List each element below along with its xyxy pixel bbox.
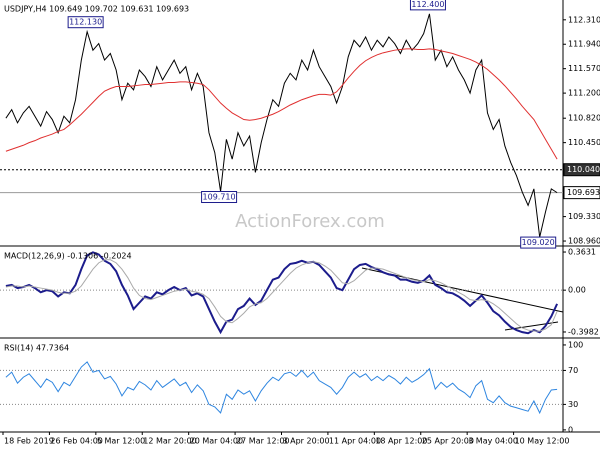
y-tick-label: 111.200 <box>568 89 600 98</box>
annotation-label: 109.710 <box>203 193 236 202</box>
indicator-line <box>5 259 558 332</box>
x-tick-label: 26 Feb 04:00 <box>50 437 102 446</box>
x-tick-label: 20 Mar 04:00 <box>190 437 243 446</box>
panel-title: USDJPY,H4 109.649 109.702 109.631 109.69… <box>4 5 189 14</box>
indicator-line <box>5 251 559 335</box>
x-tick-label: 5 Mar 12:00 <box>97 437 145 446</box>
panel-title: RSI(14) 47.7364 <box>4 344 69 353</box>
price-line <box>5 13 558 238</box>
y-tick-label: 0 <box>568 425 573 434</box>
y-tick-label: 30 <box>568 400 578 409</box>
y-tick-label: 100 <box>568 340 583 349</box>
price-level-box <box>563 163 600 177</box>
y-tick-label: 0.00 <box>568 286 586 295</box>
x-tick-label: 12 Mar 20:00 <box>143 437 196 446</box>
y-tick-label: 109.330 <box>568 212 600 221</box>
price-level-label: 110.040 <box>567 165 600 174</box>
x-tick-label: 18 Apr 12:00 <box>375 437 427 446</box>
annotation-box <box>520 236 557 249</box>
annotation-label: 112.400 <box>411 0 444 9</box>
y-tick-label: 111.570 <box>568 64 600 73</box>
y-tick-label: 70 <box>568 366 578 375</box>
indicator-line <box>5 48 558 160</box>
y-tick-label: 110.820 <box>568 114 600 123</box>
x-tick-label: 10 May 12:00 <box>515 437 570 446</box>
annotation-label: 112.130 <box>69 18 102 27</box>
annotation-box <box>67 16 104 29</box>
x-tick-label: 27 Mar 12:00 <box>236 437 289 446</box>
x-tick-label: 25 Apr 20:00 <box>422 437 474 446</box>
price-level-box <box>563 186 600 200</box>
annotation-box <box>201 191 238 204</box>
y-tick-label: 108.960 <box>568 237 600 246</box>
annotation-label: 109.020 <box>522 238 555 247</box>
x-tick-label: 11 Apr 04:00 <box>329 437 381 446</box>
y-tick-label: -0.3982 <box>568 327 599 336</box>
x-tick-label: 18 Feb 2019 <box>4 437 54 446</box>
indicator-line <box>5 361 558 415</box>
x-tick-label: 3 May 04:00 <box>468 437 518 446</box>
y-tick-label: 112.310 <box>568 15 600 24</box>
watermark: ActionForex.com <box>235 211 385 232</box>
x-tick-label: 3 Apr 20:00 <box>283 437 330 446</box>
price-level-label: 109.693 <box>567 188 600 197</box>
y-tick-label: 0.3631 <box>568 248 596 257</box>
panel-title: MACD(12,26,9) -0.1306 -0.2024 <box>4 252 132 261</box>
y-tick-label: 111.940 <box>568 40 600 49</box>
y-tick-label: 110.450 <box>568 138 600 147</box>
annotation-box <box>409 0 446 11</box>
